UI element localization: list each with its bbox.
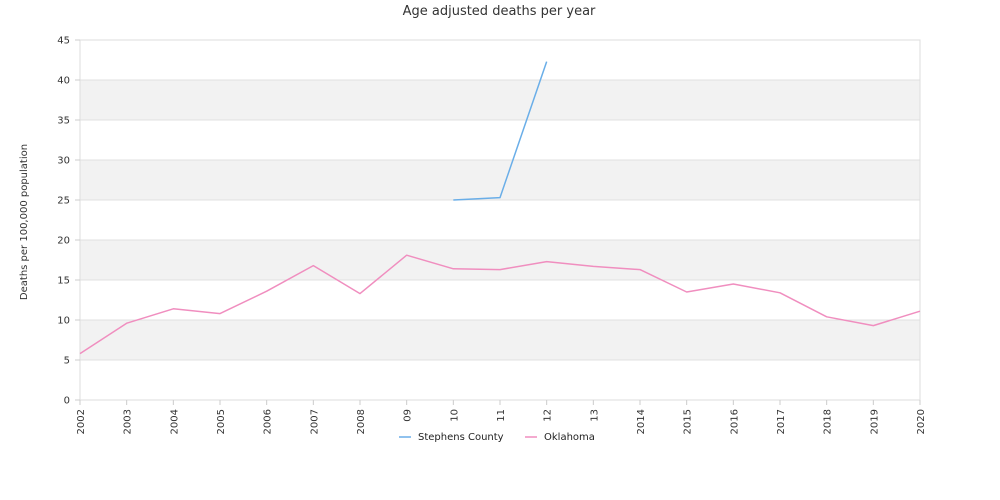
data-point-oklahoma[interactable] [450, 266, 456, 272]
data-point-oklahoma[interactable] [264, 288, 270, 294]
data-point-oklahoma[interactable] [77, 351, 83, 357]
grid-band [80, 160, 920, 200]
x-tick-label: 2004 [169, 409, 180, 434]
y-tick-label: 30 [57, 156, 70, 167]
grid-bands [80, 40, 920, 400]
data-point-stephens-county[interactable] [450, 197, 456, 203]
y-tick-label: 20 [57, 236, 70, 247]
x-tick-label: 2015 [683, 409, 694, 434]
legend: Stephens County Oklahoma [399, 432, 595, 443]
data-point-oklahoma[interactable] [217, 311, 223, 317]
data-point-oklahoma[interactable] [730, 281, 736, 287]
y-tick-label: 35 [57, 116, 70, 127]
data-point-oklahoma[interactable] [917, 308, 923, 314]
y-tick-label: 45 [57, 36, 70, 47]
grid-band [80, 40, 920, 80]
x-tick-label: 2016 [729, 409, 740, 434]
chart-title: Age adjusted deaths per year [403, 4, 596, 19]
x-tick-label: 2007 [309, 409, 320, 434]
y-tick-label: 10 [57, 316, 70, 327]
y-tick-label: 5 [64, 356, 70, 367]
x-tick-label: 2018 [823, 409, 834, 434]
x-tick-label: 2003 [123, 409, 134, 434]
legend-item-oklahoma[interactable]: Oklahoma [525, 432, 595, 443]
x-tick-label: 2019 [869, 409, 880, 434]
legend-item-stephens-county[interactable]: Stephens County [399, 432, 504, 443]
data-point-oklahoma[interactable] [637, 267, 643, 273]
data-point-oklahoma[interactable] [357, 291, 363, 297]
y-tick-label: 15 [57, 276, 70, 287]
x-axis-ticks: 2002 2003 2004 2005 2006 2007 2008 09 10 11 12 13 20… [76, 400, 927, 434]
x-tick-label: 2002 [76, 409, 87, 434]
grid-band [80, 240, 920, 280]
x-tick-label: 2020 [916, 409, 927, 434]
x-tick-label: 2017 [776, 409, 787, 434]
data-point-oklahoma[interactable] [684, 289, 690, 295]
grid-band [80, 320, 920, 360]
x-tick-label: 13 [589, 409, 600, 422]
x-tick-label: 2014 [636, 409, 647, 434]
series-line-oklahoma [79, 254, 921, 355]
legend-label-stephens-county: Stephens County [418, 432, 504, 443]
x-tick-label: 11 [496, 409, 507, 422]
x-tick-label: 10 [449, 409, 460, 422]
data-point-oklahoma[interactable] [544, 259, 550, 265]
data-point-oklahoma[interactable] [170, 306, 176, 312]
y-tick-label: 40 [57, 76, 70, 87]
data-point-oklahoma[interactable] [590, 263, 596, 269]
legend-label-oklahoma: Oklahoma [544, 432, 595, 443]
grid-band [80, 120, 920, 160]
data-point-oklahoma[interactable] [777, 290, 783, 296]
x-tick-label: 2008 [356, 409, 367, 434]
data-point-oklahoma[interactable] [404, 252, 410, 258]
x-tick-label: 2005 [216, 409, 227, 434]
data-point-oklahoma[interactable] [870, 323, 876, 329]
y-axis-title: Deaths per 100,000 population [19, 144, 30, 300]
series-lines [77, 59, 923, 357]
data-point-stephens-county[interactable] [497, 195, 503, 201]
data-point-oklahoma[interactable] [497, 267, 503, 273]
x-tick-label: 12 [543, 409, 554, 422]
y-tick-label: 0 [64, 396, 70, 407]
grid-band [80, 360, 920, 400]
y-tick-label: 25 [57, 196, 70, 207]
x-tick-label: 09 [403, 409, 414, 422]
data-point-oklahoma[interactable] [310, 263, 316, 269]
grid-band [80, 80, 920, 120]
series-line-stephens-county [453, 61, 548, 201]
x-tick-label: 2006 [263, 409, 274, 434]
data-point-oklahoma[interactable] [124, 320, 130, 326]
y-axis-ticks: 0 5 10 15 20 25 30 35 40 45 [57, 36, 80, 407]
data-point-stephens-county[interactable] [544, 59, 550, 65]
data-point-oklahoma[interactable] [824, 314, 830, 320]
grid-band [80, 200, 920, 240]
